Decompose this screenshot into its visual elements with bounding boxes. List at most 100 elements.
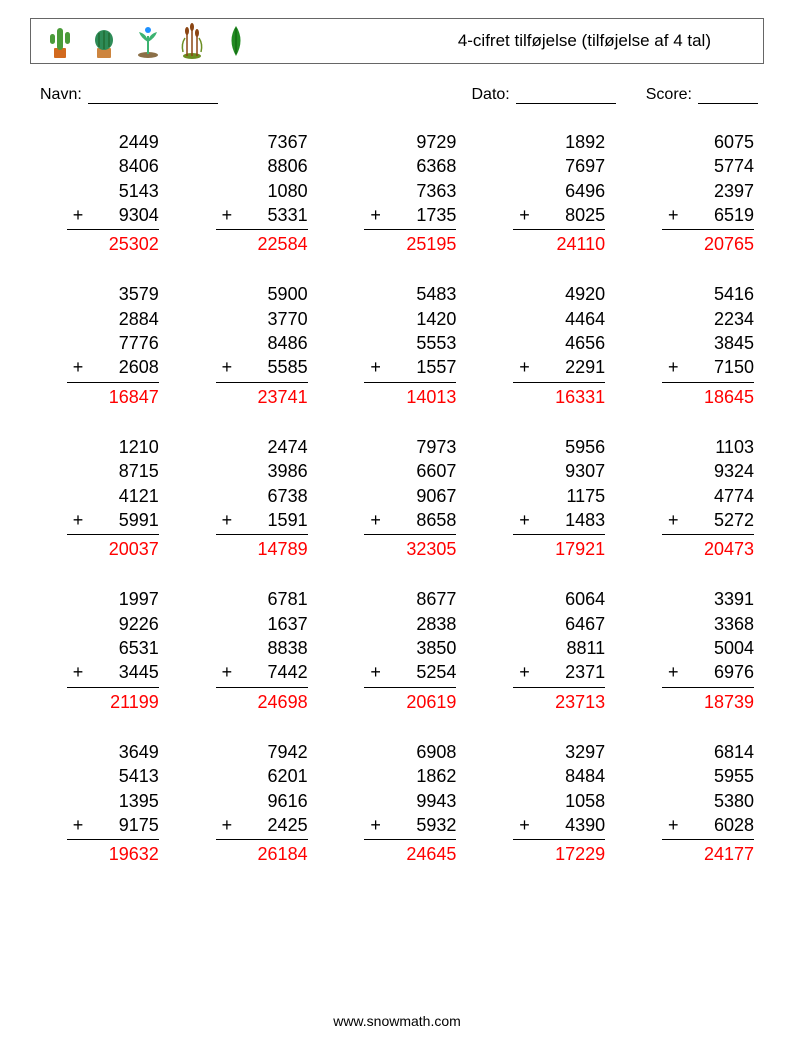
addend: 8838	[216, 636, 308, 660]
answer: 16331	[513, 383, 605, 409]
addend: 3297	[513, 740, 605, 764]
answer: 32305	[364, 535, 456, 561]
addition-problem: 681459555380+602824177	[662, 740, 754, 866]
addition-problem: 678116378838+744224698	[216, 587, 308, 713]
addend: 3368	[662, 612, 754, 636]
answer: 21199	[67, 688, 159, 714]
plus-sign: +	[519, 508, 530, 532]
header-box: 4-cifret tilføjelse (tilføjelse af 4 tal…	[30, 18, 764, 64]
date-blank[interactable]	[516, 88, 616, 104]
addition-problem: 121087154121+599120037	[67, 435, 159, 561]
addend: 6075	[662, 130, 754, 154]
addend: 6607	[364, 459, 456, 483]
addend: 8806	[216, 154, 308, 178]
addend-last: +2425	[216, 813, 308, 837]
addend: 8715	[67, 459, 159, 483]
answer: 18645	[662, 383, 754, 409]
answer: 20765	[662, 230, 754, 256]
plus-sign: +	[519, 355, 530, 379]
plus-sign: +	[222, 203, 233, 227]
addition-problem: 867728383850+525420619	[364, 587, 456, 713]
plus-sign: +	[370, 813, 381, 837]
addend: 2449	[67, 130, 159, 154]
plus-sign: +	[73, 813, 84, 837]
plus-sign: +	[73, 660, 84, 684]
plus-sign: +	[370, 203, 381, 227]
addition-problem: 247439866738+159114789	[216, 435, 308, 561]
addition-problem: 244984065143+930425302	[67, 130, 159, 256]
addend: 5956	[513, 435, 605, 459]
answer: 24645	[364, 840, 456, 866]
addend: 5416	[662, 282, 754, 306]
addend: 1395	[67, 789, 159, 813]
answer: 17921	[513, 535, 605, 561]
footer-url: www.snowmath.com	[0, 1013, 794, 1029]
addend-last: +1591	[216, 508, 308, 532]
addend: 5553	[364, 331, 456, 355]
addend-last: +5331	[216, 203, 308, 227]
worksheet-title: 4-cifret tilføjelse (tilføjelse af 4 tal…	[458, 31, 751, 51]
addend: 1080	[216, 179, 308, 203]
addend: 6738	[216, 484, 308, 508]
plus-sign: +	[222, 508, 233, 532]
addend: 6496	[513, 179, 605, 203]
addend: 6814	[662, 740, 754, 764]
addition-problem: 199792266531+344521199	[67, 587, 159, 713]
addend: 1997	[67, 587, 159, 611]
seedling-icon	[131, 21, 165, 61]
addend-last: +7442	[216, 660, 308, 684]
addend: 8486	[216, 331, 308, 355]
addend: 7776	[67, 331, 159, 355]
addend-last: +6519	[662, 203, 754, 227]
addend: 1103	[662, 435, 754, 459]
addend: 3649	[67, 740, 159, 764]
addend: 5774	[662, 154, 754, 178]
addend-last: +2371	[513, 660, 605, 684]
answer: 24698	[216, 688, 308, 714]
header-icons	[43, 21, 253, 61]
addition-problem: 110393244774+527220473	[662, 435, 754, 561]
addend: 1210	[67, 435, 159, 459]
addition-problem: 492044644656+229116331	[513, 282, 605, 408]
addend-last: +1483	[513, 508, 605, 532]
plus-sign: +	[222, 355, 233, 379]
addend-last: +5585	[216, 355, 308, 379]
addend: 5143	[67, 179, 159, 203]
addition-problem: 590037708486+558523741	[216, 282, 308, 408]
addend: 8677	[364, 587, 456, 611]
date-label: Dato:	[472, 86, 510, 104]
plus-sign: +	[222, 660, 233, 684]
answer: 14789	[216, 535, 308, 561]
addend-last: +9175	[67, 813, 159, 837]
addend: 3986	[216, 459, 308, 483]
addend: 3391	[662, 587, 754, 611]
addend: 1175	[513, 484, 605, 508]
addition-problem: 339133685004+697618739	[662, 587, 754, 713]
addend: 1892	[513, 130, 605, 154]
answer: 26184	[216, 840, 308, 866]
plus-sign: +	[222, 813, 233, 837]
addend: 6531	[67, 636, 159, 660]
answer: 23741	[216, 383, 308, 409]
plus-sign: +	[668, 660, 679, 684]
addend: 7973	[364, 435, 456, 459]
answer: 20619	[364, 688, 456, 714]
addend: 8406	[67, 154, 159, 178]
addend: 5380	[662, 789, 754, 813]
addend: 8484	[513, 764, 605, 788]
score-blank[interactable]	[698, 88, 758, 104]
addend: 4920	[513, 282, 605, 306]
addend-last: +8025	[513, 203, 605, 227]
answer: 24177	[662, 840, 754, 866]
name-blank[interactable]	[88, 88, 218, 104]
answer: 19632	[67, 840, 159, 866]
addend-last: +8658	[364, 508, 456, 532]
addend-last: +9304	[67, 203, 159, 227]
plus-sign: +	[668, 813, 679, 837]
addition-problem: 364954131395+917519632	[67, 740, 159, 866]
answer: 16847	[67, 383, 159, 409]
plus-sign: +	[668, 508, 679, 532]
worksheet-page: 4-cifret tilføjelse (tilføjelse af 4 tal…	[0, 0, 794, 1053]
addition-problem: 690818629943+593224645	[364, 740, 456, 866]
addend: 2884	[67, 307, 159, 331]
